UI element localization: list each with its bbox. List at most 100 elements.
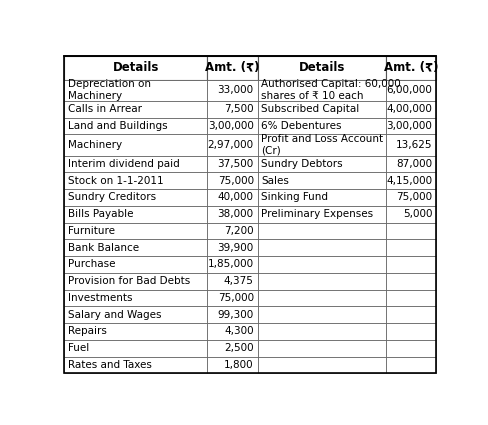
Text: 4,15,000: 4,15,000	[386, 176, 432, 186]
Bar	[386, 357, 436, 373]
Bar	[386, 156, 436, 173]
Text: 39,900: 39,900	[218, 243, 254, 253]
Bar	[64, 101, 207, 118]
Bar	[258, 223, 386, 239]
Bar	[64, 79, 207, 101]
Bar	[207, 118, 258, 134]
Bar	[386, 323, 436, 340]
Bar	[64, 323, 207, 340]
Bar	[207, 340, 258, 357]
Bar	[64, 357, 207, 373]
Text: Interim dividend paid: Interim dividend paid	[68, 159, 180, 169]
Bar	[258, 134, 386, 156]
Bar	[258, 239, 386, 256]
Bar	[64, 340, 207, 357]
Text: Repairs: Repairs	[68, 326, 107, 337]
Bar	[258, 289, 386, 306]
Text: Salary and Wages: Salary and Wages	[68, 310, 162, 320]
Text: Investments: Investments	[68, 293, 132, 303]
Text: 5,000: 5,000	[403, 209, 432, 219]
Bar	[386, 118, 436, 134]
Bar	[258, 206, 386, 223]
Text: 4,375: 4,375	[224, 276, 254, 286]
Text: Bank Balance: Bank Balance	[68, 243, 139, 253]
Bar	[207, 239, 258, 256]
Text: Details: Details	[299, 61, 345, 74]
Text: 1,85,000: 1,85,000	[207, 260, 254, 269]
Bar	[386, 340, 436, 357]
Text: Amt. (₹): Amt. (₹)	[205, 61, 260, 74]
Text: Furniture: Furniture	[68, 226, 115, 236]
Text: Machinery: Machinery	[68, 140, 122, 150]
Text: 6,00,000: 6,00,000	[386, 85, 432, 95]
Text: 1,800: 1,800	[224, 360, 254, 370]
Text: 75,000: 75,000	[218, 176, 254, 186]
Bar	[207, 223, 258, 239]
Bar	[258, 118, 386, 134]
Text: 2,500: 2,500	[224, 343, 254, 353]
Bar	[207, 306, 258, 323]
Bar	[258, 306, 386, 323]
Text: 3,00,000: 3,00,000	[386, 121, 432, 131]
Bar	[207, 134, 258, 156]
Text: Sundry Creditors: Sundry Creditors	[68, 193, 156, 202]
Bar	[386, 134, 436, 156]
Text: 37,500: 37,500	[218, 159, 254, 169]
Text: Subscribed Capital: Subscribed Capital	[262, 104, 360, 114]
Bar	[386, 239, 436, 256]
Bar	[386, 206, 436, 223]
Text: 40,000: 40,000	[218, 193, 254, 202]
Text: Purchase: Purchase	[68, 260, 115, 269]
Bar	[258, 56, 386, 79]
Text: Stock on 1-1-2011: Stock on 1-1-2011	[68, 176, 163, 186]
Bar	[386, 223, 436, 239]
Bar	[386, 306, 436, 323]
Bar	[64, 189, 207, 206]
Bar	[64, 206, 207, 223]
Text: 33,000: 33,000	[218, 85, 254, 95]
Text: 3,00,000: 3,00,000	[208, 121, 254, 131]
Bar	[258, 340, 386, 357]
Bar	[207, 101, 258, 118]
Bar	[207, 56, 258, 79]
Bar	[207, 289, 258, 306]
Text: 99,300: 99,300	[218, 310, 254, 320]
Text: Land and Buildings: Land and Buildings	[68, 121, 167, 131]
Text: Bills Payable: Bills Payable	[68, 209, 133, 219]
Text: 7,200: 7,200	[224, 226, 254, 236]
Text: Authorised Capital: 60,000
shares of ₹ 10 each: Authorised Capital: 60,000 shares of ₹ 1…	[262, 79, 401, 101]
Bar	[207, 79, 258, 101]
Bar	[64, 239, 207, 256]
Text: 4,300: 4,300	[224, 326, 254, 337]
Bar	[64, 156, 207, 173]
Bar	[386, 56, 436, 79]
Bar	[258, 323, 386, 340]
Text: Amt. (₹): Amt. (₹)	[384, 61, 438, 74]
Bar	[207, 206, 258, 223]
Bar	[258, 357, 386, 373]
Text: 2,97,000: 2,97,000	[207, 140, 254, 150]
Bar	[207, 173, 258, 189]
Bar	[386, 256, 436, 273]
Bar	[258, 189, 386, 206]
Text: Preliminary Expenses: Preliminary Expenses	[262, 209, 373, 219]
Bar	[64, 134, 207, 156]
Bar	[258, 79, 386, 101]
Text: 75,000: 75,000	[218, 293, 254, 303]
Bar	[207, 256, 258, 273]
Bar	[64, 289, 207, 306]
Text: 87,000: 87,000	[396, 159, 432, 169]
Text: 13,625: 13,625	[396, 140, 432, 150]
Bar	[386, 273, 436, 289]
Text: Details: Details	[112, 61, 159, 74]
Text: Provision for Bad Debts: Provision for Bad Debts	[68, 276, 190, 286]
Bar	[386, 189, 436, 206]
Text: 75,000: 75,000	[396, 193, 432, 202]
Bar	[64, 173, 207, 189]
Bar	[258, 156, 386, 173]
Bar	[386, 101, 436, 118]
Bar	[207, 189, 258, 206]
Bar	[386, 79, 436, 101]
Text: Sinking Fund: Sinking Fund	[262, 193, 328, 202]
Bar	[258, 101, 386, 118]
